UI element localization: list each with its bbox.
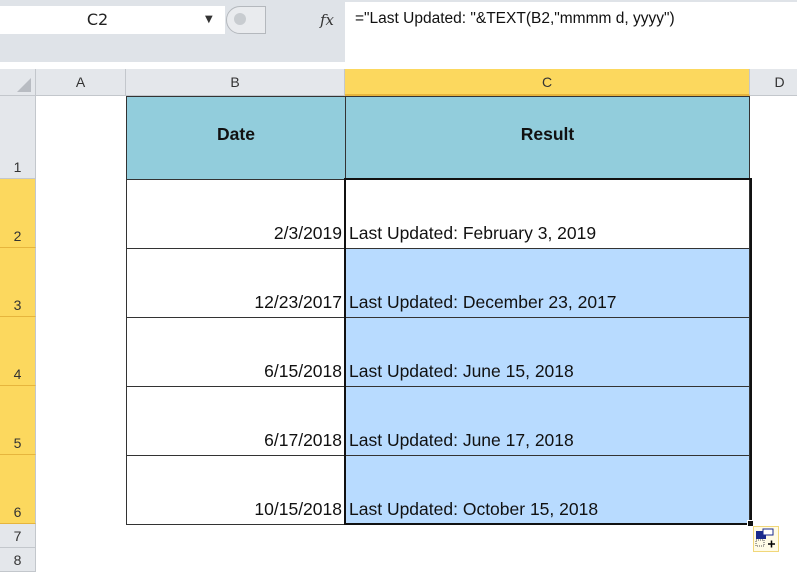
paste-options-icon [755,528,775,548]
row-header-8[interactable]: 8 [0,548,36,572]
column-header-c[interactable]: C [345,69,750,96]
fill-handle[interactable] [747,520,754,527]
row-header-3[interactable]: 3 [0,248,36,317]
formula-input[interactable]: ="Last Updated: "&TEXT(B2,"mmmm d, yyyy"… [345,2,797,64]
date-cell[interactable]: 12/23/2017 [126,248,346,318]
column-header-d[interactable]: D [750,69,797,96]
column-header-b[interactable]: B [126,69,345,96]
column-header-a[interactable]: A [36,69,126,96]
date-cell[interactable]: 6/17/2018 [126,386,346,456]
name-box[interactable]: C2 [0,6,225,34]
row-header-6[interactable]: 6 [0,455,36,524]
paste-options-button[interactable] [753,526,779,552]
date-cell[interactable]: 6/15/2018 [126,317,346,387]
resize-knob-icon [234,13,246,25]
date-cell[interactable]: 10/15/2018 [126,455,346,525]
result-cell[interactable]: Last Updated: October 15, 2018 [345,455,750,525]
result-cell[interactable]: Last Updated: June 17, 2018 [345,386,750,456]
select-all-icon [17,78,31,92]
header-cell-result[interactable]: Result [345,96,750,180]
row-header-1[interactable]: 1 [0,96,36,179]
result-cell[interactable]: Last Updated: June 15, 2018 [345,317,750,387]
header-cell-date[interactable]: Date [126,96,346,180]
formula-bar-resize-handle[interactable] [226,6,266,34]
result-cell[interactable]: Last Updated: February 3, 2019 [345,179,750,249]
name-box-dropdown-icon[interactable]: ▼ [205,14,213,25]
result-cell[interactable]: Last Updated: December 23, 2017 [345,248,750,318]
insert-function-icon[interactable]: fx [319,11,334,29]
row-header-5[interactable]: 5 [0,386,36,455]
formula-bar-separator [0,62,797,66]
row-header-7[interactable]: 7 [0,524,36,548]
select-all-button[interactable] [0,69,36,96]
row-header-2[interactable]: 2 [0,179,36,248]
date-cell[interactable]: 2/3/2019 [126,179,346,249]
row-header-4[interactable]: 4 [0,317,36,386]
